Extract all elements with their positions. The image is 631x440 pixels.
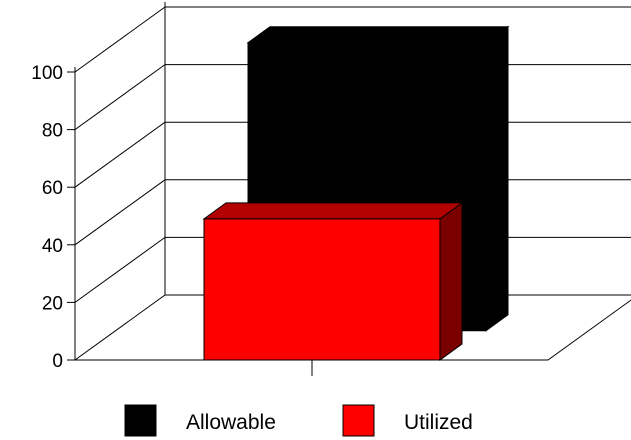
side-gridline (74, 6, 166, 73)
legend-label: Allowable (186, 411, 276, 434)
y-tick-label: 60 (42, 178, 63, 199)
bars (202, 25, 510, 361)
legend-swatch (124, 404, 157, 437)
side-gridline (74, 64, 166, 131)
y-tick-label: 0 (52, 351, 63, 372)
legend-label: Utilized (404, 411, 473, 434)
y-tick-label: 80 (42, 121, 63, 142)
y-tick-label: 100 (31, 63, 63, 84)
legend-item: Allowable (124, 404, 276, 437)
side-gridline (74, 179, 166, 246)
bar-side (439, 201, 463, 361)
bar-front (203, 218, 441, 361)
legend-swatch (342, 404, 375, 437)
bar-top (202, 202, 464, 220)
legend: Allowable Utilized (124, 404, 473, 437)
y-tick-label: 40 (42, 236, 63, 257)
side-gridline (74, 121, 166, 188)
y-axis-ticks: 0 20 40 60 80 100 (31, 63, 313, 376)
y-tick-label: 20 (42, 293, 63, 314)
legend-item: Utilized (342, 404, 473, 437)
side-gridline (74, 236, 166, 303)
bar-utilized (202, 201, 464, 361)
bar-top (246, 26, 510, 44)
bar-side (485, 25, 509, 332)
